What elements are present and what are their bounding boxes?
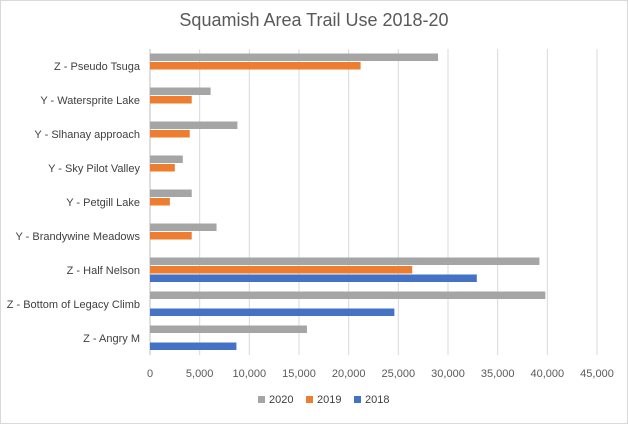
x-tick-label: 5,000 [186,368,214,380]
x-tick-label: 20,000 [332,368,366,380]
category-label: Z - Half Nelson [67,265,140,277]
legend-label-2020: 2020 [269,394,293,406]
x-tick-label: 40,000 [531,368,565,380]
category-label: Y - Brandywine Meadows [15,231,140,243]
bar-2019 [150,96,192,104]
legend-label-2019: 2019 [317,394,341,406]
x-tick-label: 10,000 [233,368,267,380]
x-tick-label: 15,000 [282,368,316,380]
bar-2018 [150,274,477,282]
category-label: Z - Angry M [83,333,140,345]
bar-2020 [150,257,540,265]
category-label: Y - Petgill Lake [66,197,140,209]
bar-2020 [150,121,238,129]
x-tick-label: 35,000 [481,368,515,380]
category-label: Y - Sky Pilot Valley [48,163,140,175]
x-tick-label: 45,000 [580,368,614,380]
legend-swatch-2019 [306,396,313,403]
x-tick-label: 25,000 [382,368,416,380]
legend-swatch-2020 [258,396,265,403]
bar-2018 [150,308,395,316]
chart-title: Squamish Area Trail Use 2018-20 [179,10,449,30]
bar-2019 [150,232,192,240]
bar-2019 [150,198,170,206]
bar-2020 [150,291,546,299]
legend-swatch-2018 [354,396,361,403]
bar-2019 [150,164,175,172]
category-label: Y - Watersprite Lake [40,95,140,107]
bar-2020 [150,223,217,231]
category-label: Y - Slhanay approach [34,129,140,141]
bar-2019 [150,62,361,70]
bar-2020 [150,155,183,163]
bar-2019 [150,130,190,138]
bar-2020 [150,53,439,61]
bar-2020 [150,189,192,197]
bar-2020 [150,87,211,95]
x-tick-label: 0 [147,368,153,380]
category-label: Z - Bottom of Legacy Climb [7,299,140,311]
bar-2018 [150,342,237,350]
category-label: Z - Pseudo Tsuga [54,61,141,73]
x-tick-label: 30,000 [431,368,465,380]
legend-label-2018: 2018 [365,394,389,406]
bar-2019 [150,266,413,274]
bar-2020 [150,325,307,333]
